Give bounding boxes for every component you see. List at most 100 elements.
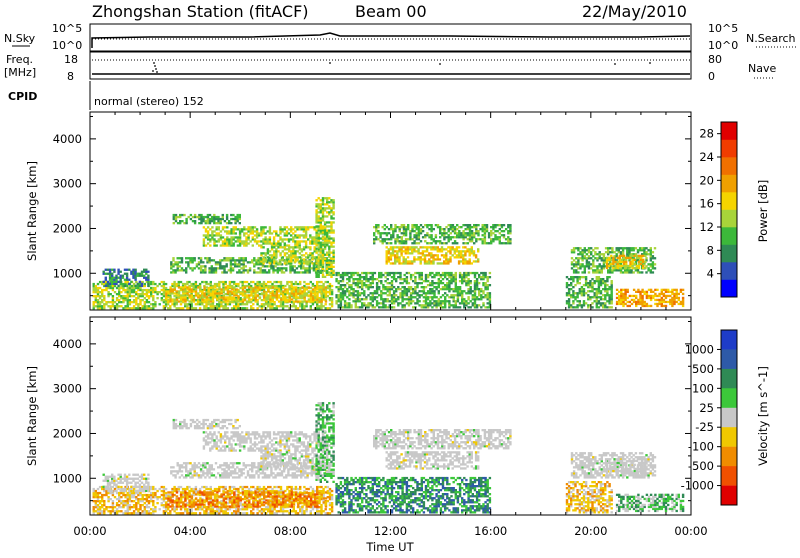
range-cell xyxy=(342,292,344,294)
freq-tick-bottom: 8 xyxy=(67,70,74,83)
range-cell xyxy=(624,297,626,299)
range-cell xyxy=(411,228,413,230)
range-cell xyxy=(330,221,332,223)
range-cell xyxy=(490,226,492,228)
range-cell xyxy=(146,301,148,303)
range-cell xyxy=(95,289,97,291)
range-cell xyxy=(618,291,620,293)
range-cell xyxy=(184,296,186,298)
range-cell xyxy=(439,248,441,250)
range-cell xyxy=(401,224,403,226)
range-cell xyxy=(455,294,457,296)
range-cell xyxy=(289,288,291,290)
range-cell xyxy=(487,280,489,282)
range-cell xyxy=(105,269,107,271)
range-cell xyxy=(365,274,367,276)
range-cell xyxy=(301,307,303,309)
range-cell xyxy=(605,251,607,253)
range-cell xyxy=(620,301,622,303)
range-cell xyxy=(472,272,474,274)
range-cell xyxy=(461,278,463,280)
range-cell xyxy=(376,292,378,294)
range-cell xyxy=(137,289,139,291)
range-cell xyxy=(314,286,316,288)
range-cell xyxy=(279,228,281,230)
range-cell xyxy=(324,223,326,225)
range-cell xyxy=(648,289,650,291)
range-cell xyxy=(230,240,232,242)
range-cell xyxy=(600,302,602,304)
range-cell xyxy=(185,267,187,269)
range-cell xyxy=(456,254,458,256)
range-cell xyxy=(357,306,359,308)
range-cell xyxy=(279,238,281,240)
range-cell xyxy=(272,269,274,271)
range-cell xyxy=(437,254,439,256)
range-cell xyxy=(355,278,357,280)
range-cell xyxy=(455,278,457,280)
range-cell xyxy=(389,292,391,294)
range-cell xyxy=(625,263,627,265)
range-cell xyxy=(147,283,149,285)
range-cell xyxy=(261,303,263,305)
range-cell xyxy=(579,288,581,290)
range-cell xyxy=(235,290,237,292)
range-cell xyxy=(221,259,223,261)
range-cell xyxy=(628,249,630,251)
range-cell xyxy=(566,300,568,302)
range-cell xyxy=(459,274,461,276)
range-cell xyxy=(392,236,394,238)
range-cell xyxy=(218,232,220,234)
range-cell xyxy=(289,300,291,302)
range-cell xyxy=(382,306,384,308)
range-cell xyxy=(619,265,621,267)
range-cell xyxy=(618,303,620,305)
range-cell xyxy=(604,296,606,298)
range-cell xyxy=(620,295,622,297)
range-cell xyxy=(294,256,296,258)
range-cell xyxy=(267,296,269,298)
range-cell xyxy=(396,258,398,260)
range-cell xyxy=(228,257,230,259)
range-cell xyxy=(654,299,656,301)
range-cell xyxy=(233,236,235,238)
range-cell xyxy=(581,257,583,259)
range-cell xyxy=(167,303,169,305)
range-cell xyxy=(324,239,326,241)
range-cell xyxy=(596,278,598,280)
range-cell xyxy=(286,248,288,250)
range-cell xyxy=(216,303,218,305)
range-cell xyxy=(259,288,261,290)
range-cell xyxy=(304,298,306,300)
range-cell xyxy=(418,242,420,244)
range-cell xyxy=(416,238,418,240)
range-cell xyxy=(198,214,200,216)
range-cell xyxy=(589,296,591,298)
range-cell xyxy=(213,269,215,271)
range-cell xyxy=(394,260,396,262)
range-cell xyxy=(627,297,629,299)
range-cell xyxy=(663,289,665,291)
range-cell xyxy=(449,256,451,258)
range-cell xyxy=(470,306,472,308)
range-cell xyxy=(442,272,444,274)
range-cell xyxy=(598,284,600,286)
range-cell xyxy=(410,294,412,296)
range-cell xyxy=(673,295,675,297)
range-cell xyxy=(432,258,434,260)
range-cell xyxy=(328,197,330,199)
range-cell xyxy=(589,284,591,286)
range-cell xyxy=(189,267,191,269)
range-cell xyxy=(184,300,186,302)
range-cell xyxy=(467,234,469,236)
range-cell xyxy=(176,300,178,302)
range-cell xyxy=(254,230,256,232)
range-cell xyxy=(262,238,264,240)
range-cell xyxy=(461,292,463,294)
range-cell xyxy=(406,272,408,274)
range-cell xyxy=(442,278,444,280)
range-cell xyxy=(332,258,334,260)
range-cell xyxy=(177,261,179,263)
range-cell xyxy=(259,281,261,283)
